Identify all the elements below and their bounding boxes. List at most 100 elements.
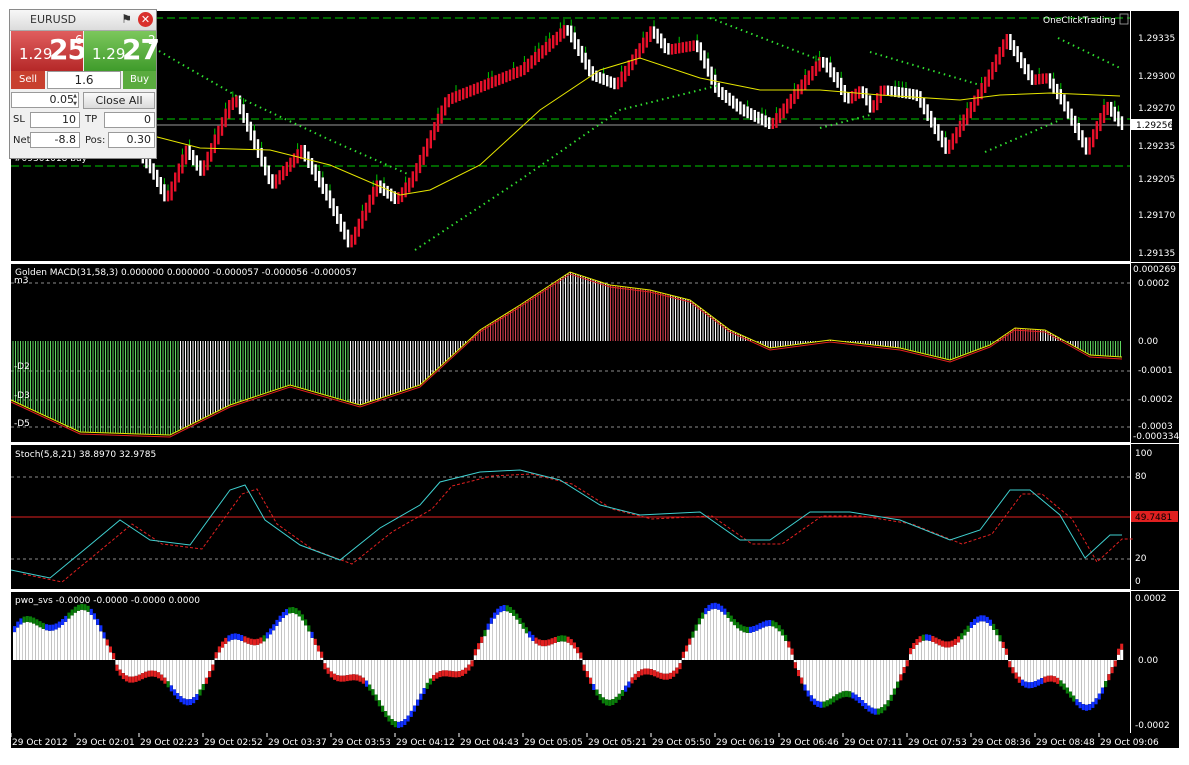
pwo-cap	[323, 663, 326, 669]
pwo-bar	[957, 642, 960, 660]
pwo-cap	[861, 700, 864, 706]
close-all-button[interactable]: Close All	[83, 92, 155, 109]
pwo-cap	[29, 616, 32, 622]
pwo-bar	[1037, 660, 1040, 680]
renko-brick	[253, 131, 255, 150]
renko-brick	[847, 92, 849, 103]
pwo-cap	[384, 711, 387, 717]
buy-price-button[interactable]: 1.29 27 2	[84, 31, 156, 71]
renko-brick	[541, 45, 543, 58]
renko-brick	[1009, 34, 1011, 50]
pwo-bar	[397, 660, 400, 722]
renko-brick	[912, 89, 914, 100]
renko-brick	[1027, 64, 1029, 80]
pwo-cap	[138, 675, 141, 681]
pwo-bar	[435, 660, 438, 673]
renko-brick	[1034, 74, 1036, 85]
lot-size-input[interactable]: 1.6	[47, 71, 121, 89]
time-axis-label: 29 Oct 02:01	[76, 738, 135, 748]
pwo-bar	[272, 630, 275, 660]
renko-brick	[502, 72, 504, 83]
pwo-bar	[381, 660, 384, 706]
pwo-bar	[291, 613, 294, 660]
pwo-bar	[941, 647, 944, 660]
pwo-bar	[378, 660, 381, 700]
pwo-cap	[352, 674, 355, 680]
renko-brick	[246, 113, 248, 132]
pwo-bar	[759, 629, 762, 660]
renko-brick	[167, 191, 169, 202]
pwo-cap	[176, 693, 179, 699]
pwo-bar	[416, 660, 419, 700]
pwo-cap	[912, 643, 915, 649]
pwo-bar	[547, 645, 550, 660]
renko-brick	[613, 78, 615, 89]
pwo-cap	[714, 603, 717, 609]
pwo-cap	[890, 695, 893, 701]
pwo-cap	[941, 641, 944, 647]
buy-button[interactable]: Buy	[123, 71, 156, 89]
pwo-bar	[215, 658, 218, 660]
pwo-bar	[218, 652, 221, 660]
renko-brick	[624, 66, 626, 82]
renko-brick	[991, 62, 993, 80]
pwo-cap	[1031, 682, 1034, 688]
renko-brick	[419, 155, 421, 173]
pwo-bar	[963, 636, 966, 661]
pwo-cap	[442, 670, 445, 676]
pwo-bar	[791, 655, 794, 660]
renko-brick	[268, 165, 270, 184]
renko-brick	[692, 40, 694, 51]
pwo-bar	[816, 660, 819, 701]
pwo-cap	[496, 609, 499, 615]
sell-price-button[interactable]: 1.29 25 6	[11, 31, 83, 71]
pwo-cap	[317, 646, 320, 652]
renko-brick	[178, 164, 180, 183]
volume-input[interactable]: 0.05	[11, 92, 79, 108]
renko-brick	[872, 100, 874, 112]
pwo-cap	[739, 625, 742, 631]
renko-brick	[671, 44, 673, 55]
pwo-bar	[928, 641, 931, 660]
pin-icon[interactable]: ⚑	[121, 12, 132, 26]
pwo-bar	[973, 625, 976, 660]
pwo-cap	[490, 618, 493, 624]
volume-spinner-icon[interactable]: ▲ ▼	[72, 92, 78, 108]
pwo-cap	[189, 699, 192, 705]
pwo-bar	[794, 660, 797, 662]
renko-brick	[700, 42, 702, 60]
renko-brick	[944, 137, 946, 154]
renko-brick	[491, 77, 493, 88]
renko-brick	[606, 75, 608, 86]
pwo-cap	[679, 663, 682, 669]
pwo-cap	[701, 613, 704, 619]
pwo-cap	[154, 671, 157, 677]
pwo-cap	[413, 706, 416, 712]
pwo-bar	[563, 642, 566, 660]
renko-brick	[970, 102, 972, 118]
renko-brick	[984, 77, 986, 93]
pwo-bar	[1069, 660, 1072, 692]
main-pane[interactable]	[11, 11, 1130, 261]
sell-button[interactable]: Sell	[11, 71, 45, 89]
pwo-cap	[592, 684, 595, 690]
pwo-bar	[637, 660, 640, 671]
tp-input[interactable]: 0	[104, 112, 155, 128]
close-icon[interactable]: ✕	[138, 12, 153, 27]
time-axis-label: 29 Oct 06:19	[716, 738, 775, 748]
pwo-bar	[778, 631, 781, 660]
panel-header[interactable]: EURUSD ⚑ ✕	[10, 10, 156, 31]
renko-brick	[822, 57, 824, 68]
pwo-cap	[650, 669, 653, 675]
sl-input[interactable]: 10	[30, 112, 80, 128]
pwo-cap	[227, 635, 230, 641]
pwo-cap	[963, 630, 966, 636]
renko-brick	[347, 230, 349, 248]
pwo-bar	[16, 628, 19, 660]
pwo-cap	[282, 612, 285, 618]
pwo-bar	[410, 660, 413, 711]
pwo-bar	[855, 660, 858, 695]
pwo-cap	[797, 670, 800, 676]
one-click-trading-panel[interactable]: EURUSD ⚑ ✕ 1.29 25 6 1.29 27 2 Sell 1.6 …	[9, 9, 157, 159]
